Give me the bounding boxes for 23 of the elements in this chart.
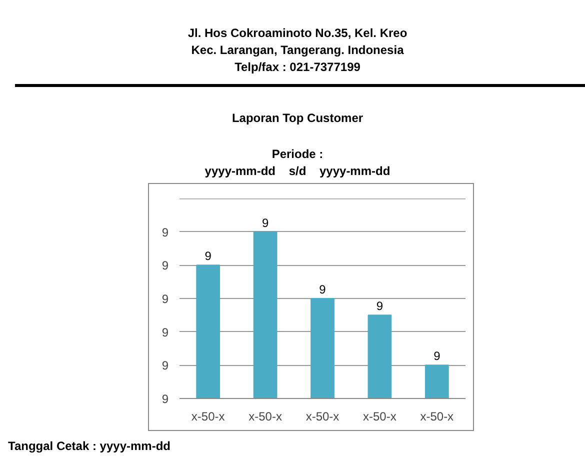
data-label: 9 — [262, 216, 269, 230]
y-tick-label: 9 — [162, 225, 169, 240]
x-tick-label: x-50-x — [248, 410, 282, 424]
data-label: 9 — [376, 299, 384, 314]
data-label: 9 — [204, 249, 212, 264]
text: Telp/fax : 021-7377199 — [234, 59, 362, 76]
y-tick-label: 9 — [162, 358, 169, 373]
data-label: 9 — [434, 349, 441, 364]
x-tick-label: x-50-x — [420, 410, 454, 424]
data-label: 9 — [319, 282, 326, 296]
text: Kec. Larangan, Tangerang. Indonesia — [190, 42, 405, 59]
x-tick-label: x-50-x — [363, 410, 396, 424]
y-tick-label: 9 — [162, 258, 169, 273]
chart-subtitle: Periode : — [270, 146, 324, 163]
chart-title: Laporan Top Customer — [230, 110, 364, 127]
y-tick-label: 9 — [162, 392, 169, 406]
text: Jl. Hos Cokroaminoto No.35, Kel. Kreo — [186, 25, 408, 42]
x-tick-label: x-50-x — [191, 410, 225, 424]
text: yyyy-mm-dd s/d yyyy-mm-dd — [204, 163, 392, 180]
x-tick-label: x-50-x — [306, 410, 340, 424]
y-tick-label: 9 — [162, 292, 169, 306]
text: Tanggal Cetak : yyyy-mm-dd — [7, 438, 170, 455]
y-tick-label: 9 — [162, 325, 169, 340]
